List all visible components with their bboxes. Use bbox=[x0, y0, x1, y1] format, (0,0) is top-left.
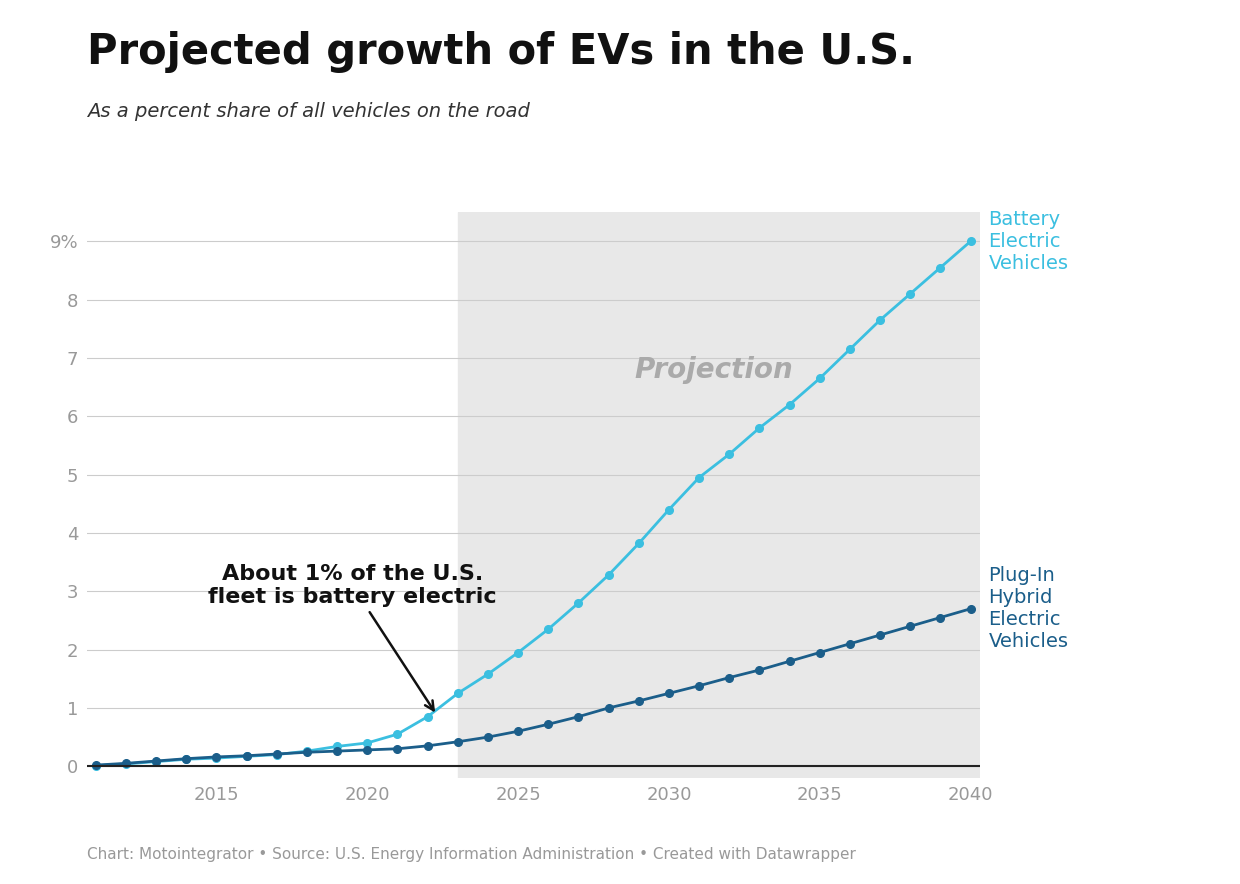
Text: Plug-In
Hybrid
Electric
Vehicles: Plug-In Hybrid Electric Vehicles bbox=[988, 567, 1069, 652]
Text: Projection: Projection bbox=[635, 355, 794, 384]
Text: As a percent share of all vehicles on the road: As a percent share of all vehicles on th… bbox=[87, 102, 529, 120]
Text: About 1% of the U.S.
fleet is battery electric: About 1% of the U.S. fleet is battery el… bbox=[208, 564, 496, 710]
Text: Battery
Electric
Vehicles: Battery Electric Vehicles bbox=[988, 210, 1069, 273]
Text: Projected growth of EVs in the U.S.: Projected growth of EVs in the U.S. bbox=[87, 31, 915, 73]
Bar bbox=[458, 212, 980, 778]
Text: Chart: Motointegrator • Source: U.S. Energy Information Administration • Created: Chart: Motointegrator • Source: U.S. Ene… bbox=[87, 847, 856, 862]
